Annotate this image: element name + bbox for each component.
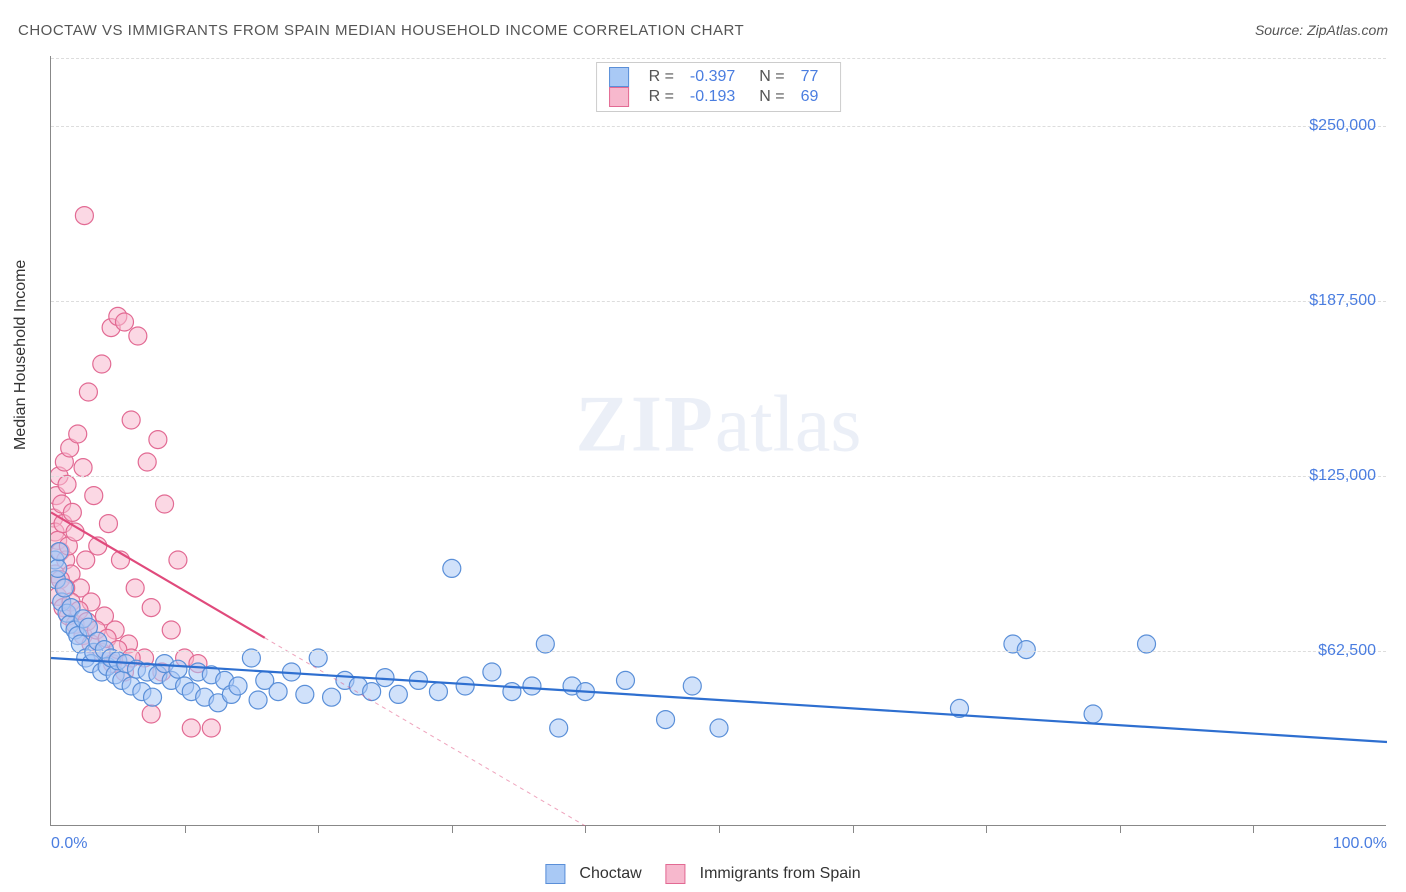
x-tick	[585, 825, 586, 833]
data-point	[162, 621, 180, 639]
data-point	[550, 719, 568, 737]
data-point	[63, 503, 81, 521]
bottom-legend: Choctaw Immigrants from Spain	[545, 864, 860, 884]
scatter-plot	[51, 56, 1387, 826]
y-tick-label: $250,000	[1309, 117, 1376, 135]
data-point	[115, 313, 133, 331]
gridline	[51, 301, 1386, 302]
data-point	[58, 475, 76, 493]
data-point	[363, 683, 381, 701]
data-point	[1017, 641, 1035, 659]
data-point	[429, 683, 447, 701]
data-point	[616, 671, 634, 689]
x-tick	[318, 825, 319, 833]
data-point	[126, 579, 144, 597]
data-point	[142, 599, 160, 617]
data-point	[51, 559, 67, 577]
swatch-choctaw-icon	[545, 864, 565, 884]
data-point	[456, 677, 474, 695]
data-point	[79, 383, 97, 401]
gridline	[51, 126, 1386, 127]
x-tick	[452, 825, 453, 833]
data-point	[229, 677, 247, 695]
legend-item-spain: Immigrants from Spain	[666, 864, 861, 884]
gridline	[51, 476, 1386, 477]
data-point	[169, 660, 187, 678]
x-tick	[986, 825, 987, 833]
data-point	[85, 487, 103, 505]
data-point	[710, 719, 728, 737]
y-axis-label: Median Household Income	[12, 259, 30, 449]
data-point	[657, 711, 675, 729]
y-tick-label: $62,500	[1318, 642, 1376, 660]
data-point	[142, 705, 160, 723]
x-tick	[853, 825, 854, 833]
data-point	[149, 431, 167, 449]
data-point	[69, 425, 87, 443]
source-attribution: Source: ZipAtlas.com	[1255, 22, 1388, 38]
legend-label-spain: Immigrants from Spain	[700, 865, 861, 883]
data-point	[156, 495, 174, 513]
data-point	[202, 719, 220, 737]
data-point	[144, 688, 162, 706]
data-point	[483, 663, 501, 681]
data-point	[138, 453, 156, 471]
data-point	[55, 579, 73, 597]
data-point	[249, 691, 267, 709]
x-max-label: 100.0%	[1333, 835, 1387, 853]
data-point	[443, 559, 461, 577]
data-point	[683, 677, 701, 695]
x-tick	[185, 825, 186, 833]
data-point	[93, 355, 111, 373]
x-min-label: 0.0%	[51, 835, 87, 853]
chart-title: CHOCTAW VS IMMIGRANTS FROM SPAIN MEDIAN …	[18, 22, 744, 39]
data-point	[75, 207, 93, 225]
data-point	[99, 515, 117, 533]
x-tick	[1120, 825, 1121, 833]
data-point	[323, 688, 341, 706]
y-tick-label: $187,500	[1309, 292, 1376, 310]
data-point	[182, 719, 200, 737]
data-point	[503, 683, 521, 701]
data-point	[523, 677, 541, 695]
plot-area: Median Household Income ZIPatlas R = -0.…	[50, 56, 1386, 826]
data-point	[169, 551, 187, 569]
data-point	[129, 327, 147, 345]
data-point	[51, 543, 68, 561]
data-point	[122, 411, 140, 429]
swatch-spain-icon	[666, 864, 686, 884]
data-point	[74, 459, 92, 477]
chart-container: CHOCTAW VS IMMIGRANTS FROM SPAIN MEDIAN …	[0, 0, 1406, 892]
y-tick-label: $125,000	[1309, 467, 1376, 485]
x-tick	[1253, 825, 1254, 833]
data-point	[269, 683, 287, 701]
data-point	[389, 685, 407, 703]
trend-line-extrapolated	[265, 638, 586, 826]
legend-label-choctaw: Choctaw	[579, 865, 641, 883]
gridline	[51, 651, 1386, 652]
legend-item-choctaw: Choctaw	[545, 864, 641, 884]
data-point	[296, 685, 314, 703]
x-tick	[719, 825, 720, 833]
data-point	[1084, 705, 1102, 723]
